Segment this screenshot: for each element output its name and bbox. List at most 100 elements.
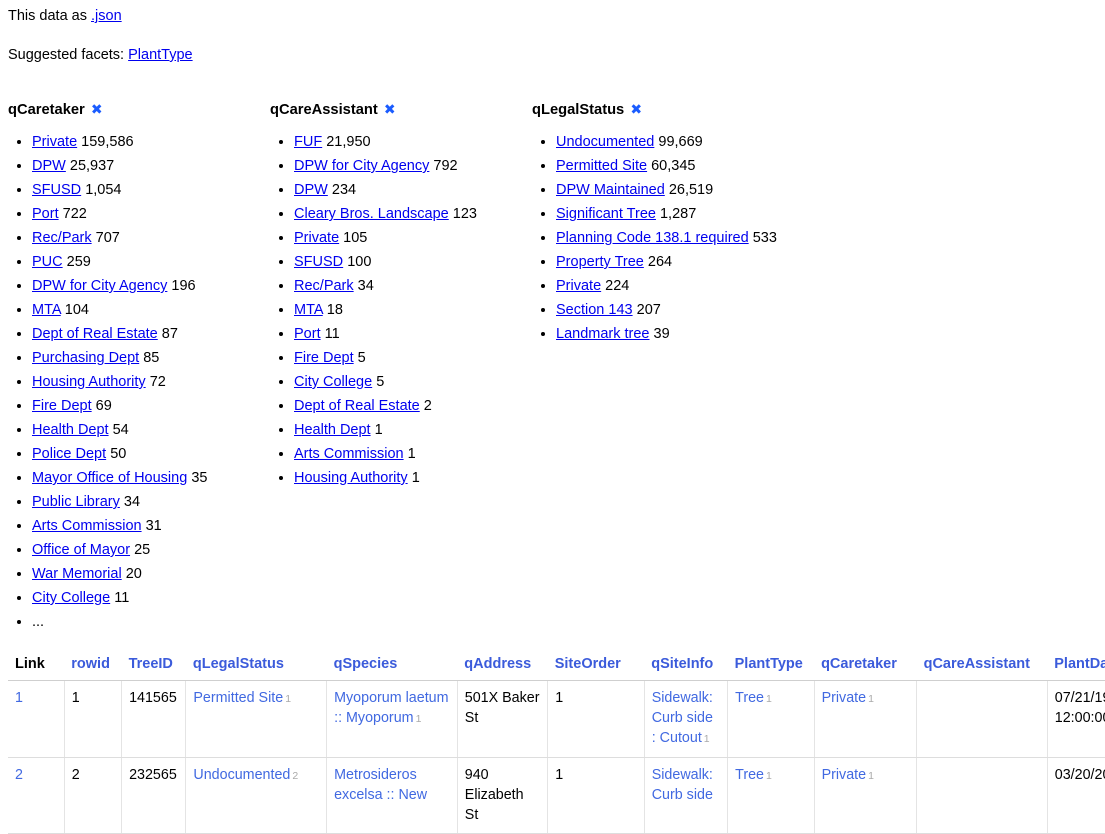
facet-value-link[interactable]: Dept of Real Estate [32, 326, 158, 342]
facet-value-link[interactable]: Port [294, 326, 321, 342]
column-header-rowid[interactable]: rowid [64, 656, 122, 681]
row-detail-link[interactable]: 2 [15, 767, 23, 783]
facet-value-link[interactable]: Rec/Park [294, 278, 354, 294]
facet-value-link[interactable]: Police Dept [32, 446, 107, 462]
facet-value-link[interactable]: DPW [32, 158, 66, 174]
facet-value-link[interactable]: Rec/Park [32, 230, 92, 246]
column-header-qspecies[interactable]: qSpecies [326, 656, 458, 681]
facet-value-count: 5 [357, 350, 366, 366]
column-sort-link[interactable]: qCareAssistant [923, 656, 1030, 672]
facet-value-link[interactable]: DPW [294, 182, 328, 198]
column-header-planttype[interactable]: PlantType [727, 656, 815, 681]
column-sort-link[interactable]: qLegalStatus [192, 656, 284, 672]
remove-x-icon[interactable]: ✖ [630, 101, 643, 117]
facet-qlegalstatus: qLegalStatus ✖ Undocumented 99,669 Permi… [532, 100, 832, 346]
facet-value-count: 54 [112, 422, 129, 438]
column-sort-link[interactable]: qAddress [464, 656, 532, 672]
column-sort-link[interactable]: qSiteInfo [651, 656, 714, 672]
facet-filter-link[interactable]: Myoporum laetum :: Myoporum [334, 690, 449, 726]
cell-qcaretaker[interactable]: Private 1 [814, 757, 918, 834]
facet-value-link[interactable]: Housing Authority [294, 470, 408, 486]
facet-value-link[interactable]: Mayor Office of Housing [32, 470, 188, 486]
facet-value-link[interactable]: DPW for City Agency [294, 158, 430, 174]
facet-value-link[interactable]: Property Tree [556, 254, 644, 270]
facet-value-link[interactable]: Cleary Bros. Landscape [294, 206, 449, 222]
results-table-wrapper[interactable]: Link rowid TreeID qLegalStatus qSpecies … [8, 656, 1105, 834]
row-detail-link[interactable]: 1 [15, 690, 23, 706]
cell-qlegalstatus[interactable]: Undocumented 2 [185, 757, 328, 834]
cell-qspecies[interactable]: Myoporum laetum :: Myoporum 1 [326, 680, 458, 758]
column-header-qsiteinfo[interactable]: qSiteInfo [644, 656, 728, 681]
facet-value-link[interactable]: Housing Authority [32, 374, 146, 390]
cell-planttype[interactable]: Tree 1 [727, 757, 815, 834]
facet-filter-link[interactable]: Private [821, 690, 867, 706]
facet-value-link[interactable]: Private [32, 134, 78, 150]
cell-qcaretaker[interactable]: Private 1 [814, 680, 918, 758]
facet-filter-link[interactable]: Undocumented [193, 767, 291, 783]
facet-filter-link[interactable]: Sidewalk: Curb side : Cutout [651, 690, 713, 746]
facet-value-link[interactable]: Office of Mayor [32, 542, 131, 558]
facet-value-link[interactable]: Health Dept [294, 422, 371, 438]
facet-value-link[interactable]: Public Library [32, 494, 120, 510]
facet-filter-link[interactable]: Tree [735, 690, 765, 706]
facet-value-link[interactable]: Private [556, 278, 602, 294]
facet-value-link[interactable]: MTA [294, 302, 323, 318]
column-header-siteorder[interactable]: SiteOrder [547, 656, 645, 681]
facet-value-link[interactable]: Section 143 [556, 302, 633, 318]
facet-value-link[interactable]: MTA [32, 302, 61, 318]
facet-value-link[interactable]: Arts Commission [32, 518, 142, 534]
remove-x-icon[interactable]: ✖ [90, 101, 103, 117]
column-header-qlegalstatus[interactable]: qLegalStatus [185, 656, 327, 681]
list-item: Section 143 207 [556, 298, 832, 322]
facet-value-link[interactable]: Port [32, 206, 59, 222]
facet-value-link[interactable]: Undocumented [556, 134, 655, 150]
column-header-qcareassistant[interactable]: qCareAssistant [916, 656, 1048, 681]
column-sort-link[interactable]: PlantDate [1054, 656, 1105, 672]
facet-value-link[interactable]: Health Dept [32, 422, 109, 438]
facet-value-link[interactable]: Fire Dept [32, 398, 92, 414]
facet-value-link[interactable]: Permitted Site [556, 158, 648, 174]
cell-qsiteinfo[interactable]: Sidewalk: Curb side [644, 757, 729, 834]
facet-filter-link[interactable]: Sidewalk: Curb side [651, 767, 713, 803]
facet-value-link[interactable]: Planning Code 138.1 required [556, 230, 749, 246]
facet-value-link[interactable]: DPW Maintained [556, 182, 665, 198]
cell-link[interactable]: 1 [8, 680, 65, 758]
facet-value-link[interactable]: Landmark tree [556, 326, 650, 342]
facet-value-link[interactable]: Significant Tree [556, 206, 656, 222]
facet-value-link[interactable]: War Memorial [32, 566, 122, 582]
cell-qsiteinfo[interactable]: Sidewalk: Curb side : Cutout 1 [644, 680, 729, 758]
facet-value-link[interactable]: Arts Commission [294, 446, 404, 462]
facet-value-link[interactable]: Private [294, 230, 340, 246]
facet-filter-link[interactable]: Private [821, 767, 867, 783]
cell-planttype[interactable]: Tree 1 [727, 680, 815, 758]
facet-filter-link[interactable]: Tree [735, 767, 765, 783]
facet-value-link[interactable]: SFUSD [32, 182, 82, 198]
column-sort-link[interactable]: SiteOrder [554, 656, 621, 672]
facet-value-link[interactable]: Dept of Real Estate [294, 398, 420, 414]
facet-value-link[interactable]: DPW for City Agency [32, 278, 168, 294]
facet-value-link[interactable]: FUF [294, 134, 323, 150]
suggested-facet-planttype[interactable]: PlantType [128, 47, 193, 63]
facet-value-link[interactable]: City College [32, 590, 111, 606]
facet-value-link[interactable]: PUC [32, 254, 63, 270]
facet-value-link[interactable]: Fire Dept [294, 350, 354, 366]
cell-link[interactable]: 2 [8, 757, 65, 834]
column-header-qcaretaker[interactable]: qCaretaker [814, 656, 917, 681]
column-sort-link[interactable]: TreeID [128, 656, 173, 672]
remove-x-icon[interactable]: ✖ [383, 101, 396, 117]
column-sort-link[interactable]: qSpecies [333, 656, 398, 672]
facet-value-link[interactable]: City College [294, 374, 373, 390]
column-header-qaddress[interactable]: qAddress [457, 656, 548, 681]
column-header-plantdate[interactable]: PlantDate [1047, 656, 1105, 681]
facet-value-link[interactable]: Purchasing Dept [32, 350, 140, 366]
facet-filter-link[interactable]: Permitted Site [193, 690, 284, 706]
facet-value-link[interactable]: SFUSD [294, 254, 344, 270]
column-header-treeid[interactable]: TreeID [121, 656, 186, 681]
column-sort-link[interactable]: rowid [71, 656, 110, 672]
cell-qspecies[interactable]: Metrosideros excelsa :: New [326, 757, 458, 834]
export-json-link[interactable]: .json [91, 8, 122, 24]
column-sort-link[interactable]: PlantType [734, 656, 803, 672]
column-sort-link[interactable]: qCaretaker [821, 656, 897, 672]
facet-filter-link[interactable]: Metrosideros excelsa :: New [334, 767, 428, 803]
cell-qlegalstatus[interactable]: Permitted Site 1 [185, 680, 328, 758]
